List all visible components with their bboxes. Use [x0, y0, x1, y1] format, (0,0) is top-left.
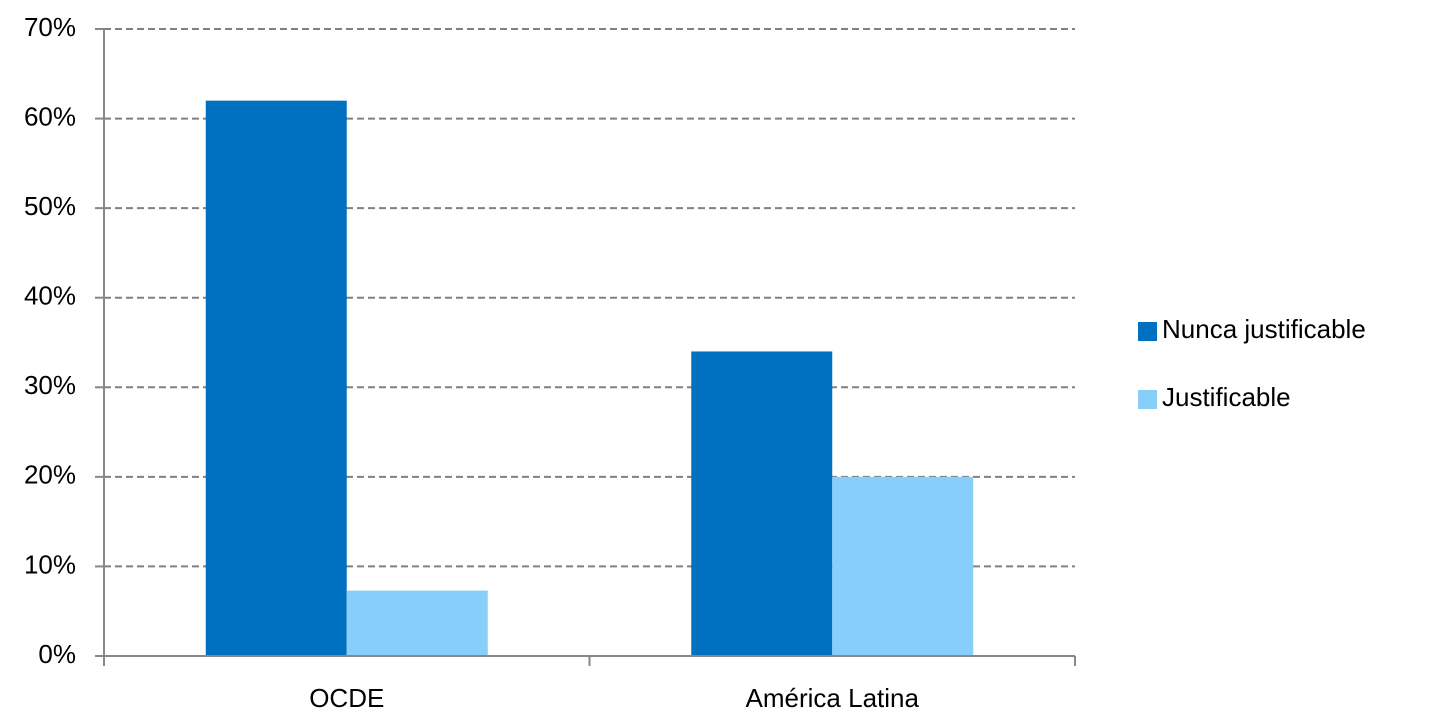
y-tick-label: 60% — [24, 101, 76, 131]
legend-swatch — [1138, 322, 1157, 341]
y-tick-label: 70% — [24, 12, 76, 42]
x-tick-label: América Latina — [746, 683, 920, 713]
y-tick-label: 10% — [24, 549, 76, 579]
legend-label: Justificable — [1162, 382, 1291, 412]
legend-swatch — [1138, 390, 1157, 409]
y-tick-label: 20% — [24, 460, 76, 490]
bar — [205, 100, 347, 656]
y-tick-label: 0% — [38, 639, 76, 669]
legend-label: Nunca justificable — [1162, 314, 1366, 344]
x-tick-label: OCDE — [309, 683, 384, 713]
y-tick-label: 50% — [24, 191, 76, 221]
bar — [691, 351, 833, 656]
y-tick-label: 30% — [24, 370, 76, 400]
bar — [346, 590, 488, 656]
bar — [832, 476, 974, 656]
y-tick-label: 40% — [24, 281, 76, 311]
